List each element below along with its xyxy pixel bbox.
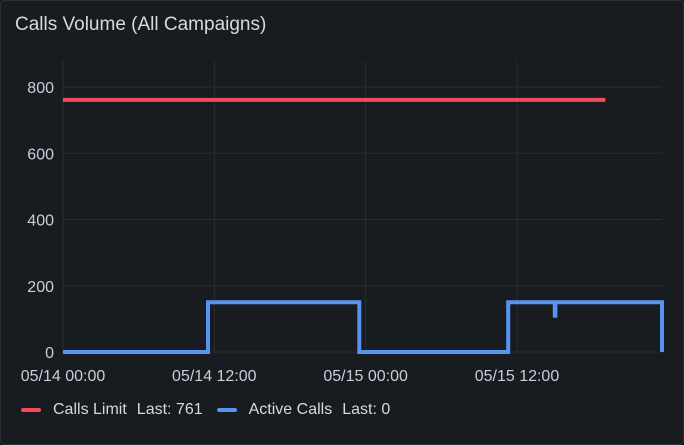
- legend: Calls Limit Last: 761 Active Calls Last:…: [21, 399, 404, 421]
- legend-swatch-calls-limit: [21, 408, 41, 412]
- y-tick-label: 400: [27, 213, 54, 230]
- y-tick-label: 600: [27, 146, 54, 163]
- x-tick-label: 05/14 00:00: [21, 368, 106, 385]
- y-tick-label: 800: [27, 80, 54, 97]
- legend-last-value: Last: 0: [342, 401, 391, 418]
- x-tick-label: 05/15 12:00: [475, 368, 560, 385]
- x-tick-label: 05/14 12:00: [172, 368, 257, 385]
- legend-item-calls-limit[interactable]: Calls Limit Last: 761: [21, 401, 203, 419]
- legend-item-active-calls[interactable]: Active Calls Last: 0: [216, 401, 391, 419]
- legend-label: Active Calls: [248, 401, 333, 418]
- legend-label: Calls Limit: [53, 401, 127, 418]
- series-line-active-calls[interactable]: [63, 300, 664, 354]
- x-tick-label: 05/15 00:00: [323, 368, 408, 385]
- legend-last-value: Last: 761: [136, 401, 203, 418]
- panel-title: Calls Volume (All Campaigns): [15, 14, 267, 35]
- y-tick-label: 0: [45, 345, 54, 362]
- legend-swatch-active-calls: [216, 408, 237, 412]
- y-tick-label: 200: [27, 279, 54, 296]
